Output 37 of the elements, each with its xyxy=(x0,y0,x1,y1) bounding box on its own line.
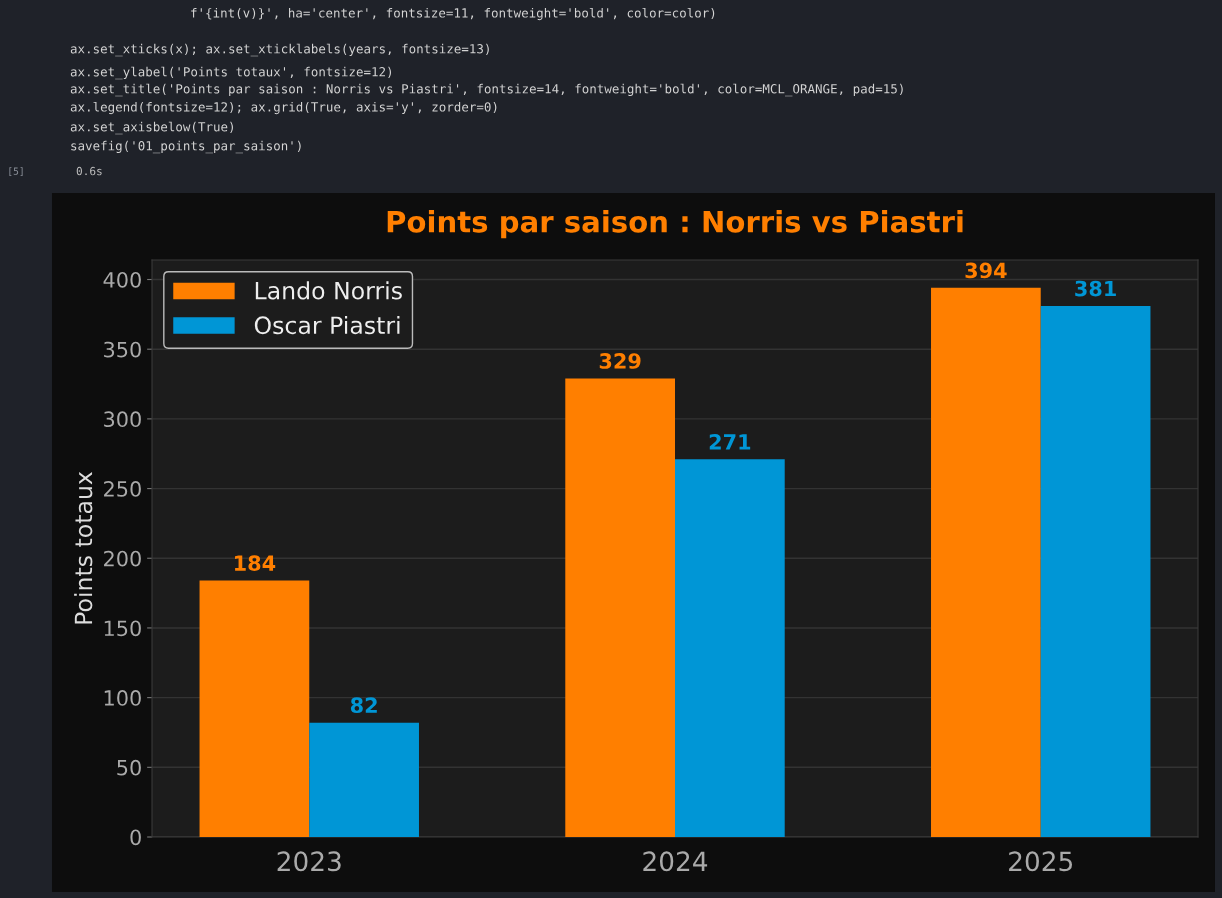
bar xyxy=(675,459,785,837)
text: [5] xyxy=(9,167,23,176)
text: f'{int(v)}', ha='center', fontsize=11, fontweight='bold', color=color) xyxy=(191,7,715,21)
bar xyxy=(565,378,675,837)
data-label: 329 xyxy=(599,353,641,369)
legend-label: Lando Norris xyxy=(255,281,402,300)
y-tick-label: 0 xyxy=(130,829,141,846)
bar xyxy=(309,722,419,837)
data-label: 82 xyxy=(350,697,377,714)
text: ax.set_title('Points par saison : Norris vs Piastri', fontsize=14, fontweight='bold', color=MCL_ORANGE, pad=15) xyxy=(70,83,903,97)
data-label: 394 xyxy=(965,262,1007,279)
legend-label: Oscar Piastri xyxy=(254,315,400,335)
y-tick-label: 50 xyxy=(117,759,141,776)
text: ax.set_ylabel('Points totaux', fontsize=12) xyxy=(70,66,391,80)
y-tick-label: 350 xyxy=(104,341,141,358)
text: savefig('01_points_par_saison') xyxy=(71,140,301,154)
data-label: 271 xyxy=(709,433,751,450)
y-tick-label: 200 xyxy=(104,550,141,567)
data-label: 184 xyxy=(235,555,276,571)
chart-title: Points par saison : Norris vs Piastri xyxy=(387,210,963,239)
y-tick-label: 150 xyxy=(104,620,141,637)
text: 0.6s xyxy=(76,166,102,176)
x-tick-label: 2024 xyxy=(643,851,708,872)
y-tick-label: 100 xyxy=(104,690,141,706)
y-tick-label: 250 xyxy=(104,481,141,497)
bar xyxy=(1040,305,1151,837)
text: ax.set_xticks(x); ax.set_xticklabels(years, fontsize=13) xyxy=(70,43,489,57)
y-tick-label: 300 xyxy=(104,411,141,428)
text: ax.set_axisbelow(True) xyxy=(70,121,233,135)
bar xyxy=(199,580,310,837)
x-tick-label: 2025 xyxy=(1009,851,1073,872)
bar xyxy=(931,287,1041,837)
text: ax.legend(fontsize=12); ax.grid(True, axis='y', zorder=0) xyxy=(70,101,497,115)
y-tick-label: 400 xyxy=(103,271,141,288)
data-label: 381 xyxy=(1075,280,1116,297)
y-axis-title: Points totaux xyxy=(74,471,93,624)
x-tick-label: 2023 xyxy=(277,851,341,872)
